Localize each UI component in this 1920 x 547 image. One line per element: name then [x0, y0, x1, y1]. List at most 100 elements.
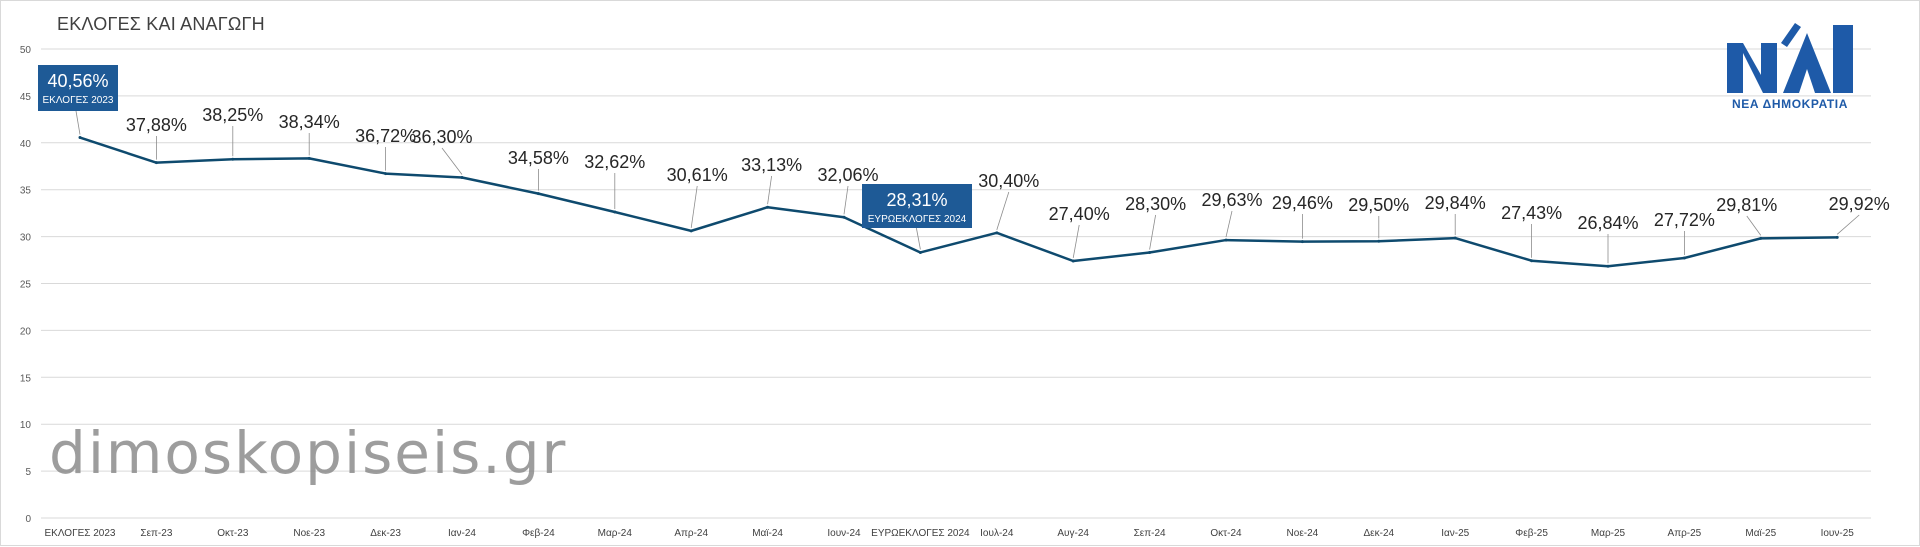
- data-label: 30,61%: [667, 165, 728, 185]
- x-tick-label: Οκτ-24: [1210, 528, 1242, 539]
- callout-value: 28,31%: [886, 190, 947, 210]
- data-label: 29,84%: [1425, 193, 1486, 213]
- leader-line: [1836, 214, 1860, 235]
- leader-line: [441, 147, 463, 175]
- data-label: 36,72%: [355, 126, 416, 146]
- data-point: [766, 205, 770, 209]
- x-tick-label: Ιουλ-24: [980, 528, 1014, 539]
- data-point: [1148, 251, 1152, 255]
- x-tick-label: Μαϊ-24: [752, 528, 783, 539]
- data-label: 36,30%: [411, 127, 472, 147]
- data-point: [995, 231, 999, 235]
- data-point: [1453, 236, 1457, 240]
- leader-line: [1225, 210, 1233, 238]
- data-point: [78, 136, 82, 140]
- data-point: [1682, 256, 1686, 260]
- x-tick-label: Αυγ-24: [1057, 528, 1089, 539]
- x-tick-label: Μαρ-25: [1591, 528, 1626, 539]
- y-tick-label: 30: [20, 233, 32, 244]
- nd-party-logo-icon: [1727, 23, 1853, 93]
- x-tick-label: Ιαν-25: [1441, 528, 1469, 539]
- data-point: [918, 250, 922, 254]
- data-point: [1071, 259, 1075, 263]
- x-tick-label: Δεκ-23: [370, 528, 401, 539]
- leader-line: [690, 185, 698, 228]
- data-label: 29,50%: [1348, 195, 1409, 215]
- leader-line: [767, 175, 772, 205]
- leader-line: [1149, 214, 1156, 250]
- callout-caption: ΕΚΛΟΓΕΣ 2023: [43, 95, 114, 106]
- callout-value: 40,56%: [47, 71, 108, 91]
- data-label: 32,06%: [817, 165, 878, 185]
- y-tick-label: 20: [20, 326, 32, 337]
- data-label: 29,92%: [1829, 194, 1890, 214]
- data-point: [1300, 240, 1304, 244]
- data-label: 29,81%: [1716, 195, 1777, 215]
- data-label: 26,84%: [1577, 213, 1638, 233]
- leader-line: [996, 191, 1010, 230]
- data-label: 34,58%: [508, 148, 569, 168]
- data-label: 30,40%: [978, 171, 1039, 191]
- data-point: [1530, 259, 1534, 263]
- data-label: 27,43%: [1501, 203, 1562, 223]
- x-tick-label: Απρ-24: [674, 528, 708, 539]
- y-tick-label: 50: [20, 45, 32, 56]
- x-tick-label: Απρ-25: [1668, 528, 1702, 539]
- x-tick-label: Σεπ-24: [1134, 528, 1166, 539]
- data-point: [536, 192, 540, 196]
- leader-line: [75, 110, 81, 135]
- data-label: 38,25%: [202, 105, 263, 125]
- data-point: [1377, 239, 1381, 243]
- data-point: [307, 156, 311, 160]
- series-line: [79, 136, 1838, 268]
- leader-line: [1072, 224, 1080, 259]
- chart-title: ΕΚΛΟΓΕΣ ΚΑΙ ΑΝΑΓΩΓΗ: [57, 14, 265, 34]
- y-tick-label: 10: [20, 420, 32, 431]
- data-point: [689, 229, 693, 233]
- data-label: 38,34%: [279, 112, 340, 132]
- x-tick-label: Νοε-24: [1287, 528, 1319, 539]
- data-label: 33,13%: [741, 155, 802, 175]
- data-point: [842, 215, 846, 219]
- data-label: 27,72%: [1654, 210, 1715, 230]
- data-point: [1224, 238, 1228, 242]
- data-point: [1835, 235, 1839, 239]
- logo-text: ΝΕΑ ΔΗΜΟΚΡΑΤΙΑ: [1731, 97, 1849, 111]
- y-tick-label: 40: [20, 139, 32, 150]
- x-tick-label: Οκτ-23: [217, 528, 249, 539]
- data-point: [1759, 236, 1763, 240]
- data-point: [384, 172, 388, 176]
- x-tick-label: Δεκ-24: [1364, 528, 1395, 539]
- data-label: 27,40%: [1049, 204, 1110, 224]
- x-tick-label: Φεβ-25: [1515, 528, 1548, 539]
- y-tick-label: 5: [25, 467, 31, 478]
- data-point: [1606, 264, 1610, 268]
- x-tick-label: Ιουν-25: [1821, 528, 1855, 539]
- leader-line: [843, 185, 849, 215]
- data-label: 29,46%: [1272, 193, 1333, 213]
- watermark: dimoskopiseis.gr: [49, 419, 568, 487]
- x-tick-label: Ιουν-24: [827, 528, 861, 539]
- data-point: [460, 176, 464, 180]
- x-tick-label: ΕΥΡΩΕΚΛΟΓΕΣ 2024: [871, 528, 970, 539]
- x-tick-label: Ιαν-24: [448, 528, 476, 539]
- data-label: 37,88%: [126, 115, 187, 135]
- leader-line: [1746, 215, 1762, 236]
- data-point: [231, 157, 235, 161]
- y-tick-label: 45: [20, 92, 32, 103]
- callout-caption: ΕΥΡΩΕΚΛΟΓΕΣ 2024: [868, 214, 967, 225]
- y-tick-label: 0: [25, 514, 31, 525]
- callout-box: [862, 184, 972, 228]
- x-tick-label: Μαϊ-25: [1745, 528, 1776, 539]
- x-tick-label: Φεβ-24: [522, 528, 555, 539]
- x-tick-label: Μαρ-24: [598, 528, 633, 539]
- leader-line: [916, 227, 921, 250]
- data-label: 28,30%: [1125, 194, 1186, 214]
- x-tick-label: Σεπ-23: [140, 528, 172, 539]
- y-tick-label: 35: [20, 186, 32, 197]
- data-label: 29,63%: [1201, 190, 1262, 210]
- callout-box: [38, 65, 118, 111]
- data-point: [613, 210, 617, 214]
